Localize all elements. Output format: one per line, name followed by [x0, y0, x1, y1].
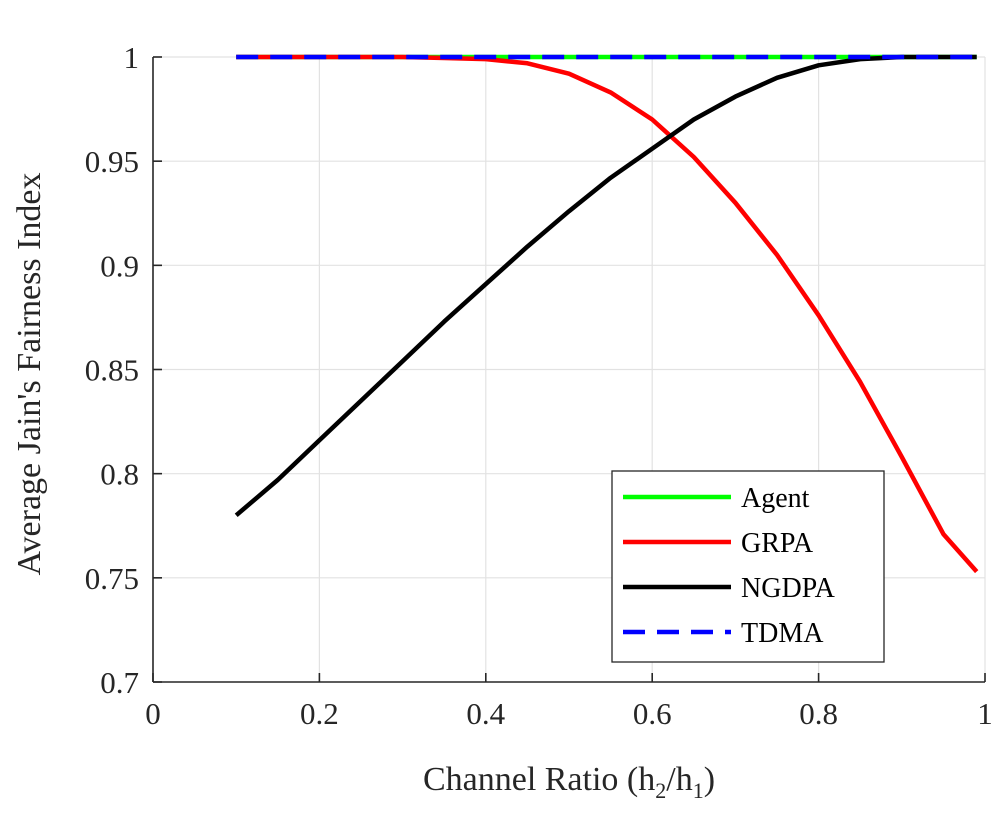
legend-label-grpa: GRPA	[741, 528, 814, 559]
y-axis-label: Average Jain's Fairness Index	[11, 173, 48, 576]
x-tick-label: 0.6	[633, 696, 672, 731]
y-tick-label: 0.9	[100, 248, 139, 283]
y-tick-label: 1	[124, 40, 140, 75]
legend-label-agent: Agent	[741, 483, 810, 514]
y-tick-label: 0.7	[100, 665, 139, 700]
y-tick-label: 0.75	[85, 561, 139, 596]
legend: Agent GRPA NGDPA TDMA	[611, 470, 885, 663]
y-tick-label: 0.95	[85, 144, 139, 179]
x-axis-label: Channel Ratio (h2/h1)	[423, 761, 715, 803]
y-tick-label: 0.85	[85, 353, 139, 388]
series-line-grpa	[236, 54, 979, 574]
x-tick-label: 1	[977, 696, 993, 731]
x-tick-label: 0.4	[466, 696, 505, 731]
x-tick-label: 0	[145, 696, 161, 731]
legend-label-ngdpa: NGDPA	[741, 573, 836, 604]
x-tick-label: 0.2	[300, 696, 339, 731]
series-group	[234, 54, 979, 574]
legend-label-tdma: TDMA	[741, 618, 824, 649]
x-tick-label: 0.8	[799, 696, 838, 731]
y-tick-label: 0.8	[100, 457, 139, 492]
ticks: 0 0.2 0.4 0.6 0.8 1 0.7 0.75 0.8 0.85 0.9 0.95 1	[85, 40, 993, 731]
